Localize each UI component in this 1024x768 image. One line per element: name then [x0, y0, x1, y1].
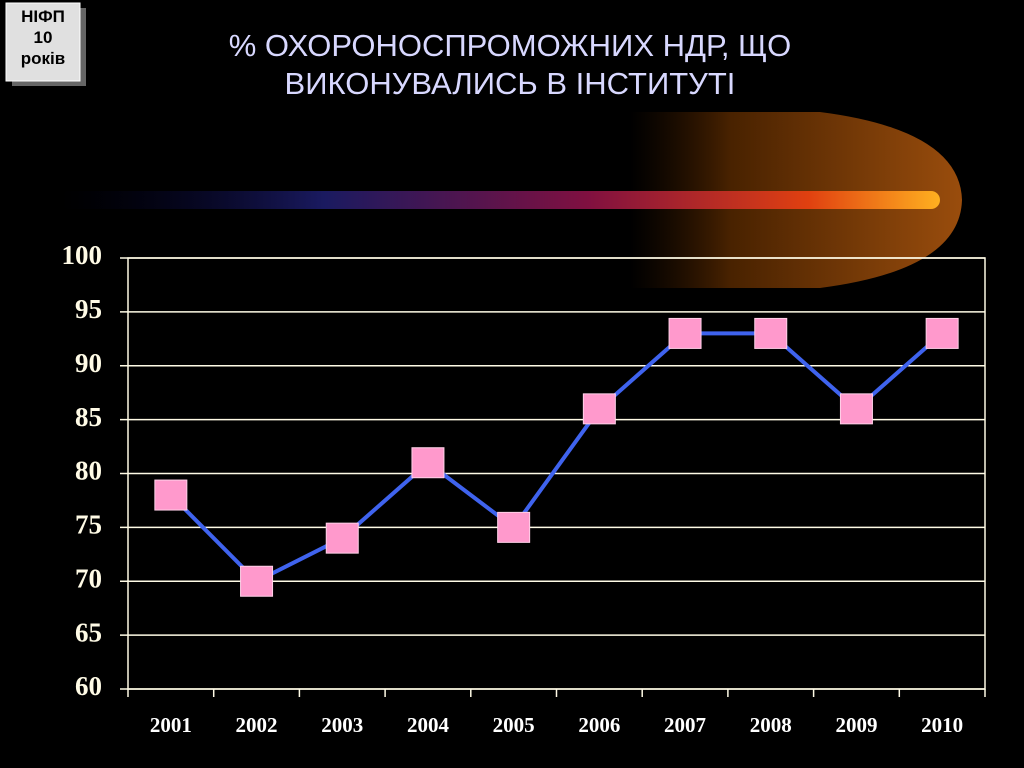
marker — [240, 565, 274, 597]
chart-title: ВИКОНУВАЛИСЬ В ІНСТИТУТІ — [285, 66, 736, 101]
marker — [411, 447, 445, 479]
badge-line: 10 — [34, 28, 53, 47]
x-tick-label: 2003 — [321, 713, 363, 737]
y-tick-label: 60 — [75, 671, 102, 701]
marker — [925, 317, 959, 349]
marker — [754, 317, 788, 349]
x-tick-label: 2008 — [750, 713, 792, 737]
y-tick-label: 80 — [75, 456, 102, 486]
y-tick-label: 75 — [75, 510, 102, 540]
x-tick-label: 2001 — [150, 713, 192, 737]
x-tick-label: 2004 — [407, 713, 450, 737]
comet-tail — [60, 191, 940, 209]
x-tick-label: 2009 — [835, 713, 877, 737]
plot: 60 65 70 75 80 85 90 95 100 2001 2002 2003 2004 2005 2… — [62, 240, 986, 737]
marker — [582, 393, 616, 425]
badge-line: років — [21, 49, 65, 68]
x-tick-label: 2002 — [236, 713, 278, 737]
badge-line: НІФП — [21, 7, 65, 26]
marker — [497, 511, 531, 543]
marker — [325, 522, 359, 554]
x-tick-label: 2005 — [493, 713, 535, 737]
y-tick-label: 90 — [75, 348, 102, 378]
y-tick-label: 95 — [75, 294, 102, 324]
y-tick-label: 70 — [75, 563, 102, 593]
marker — [839, 393, 873, 425]
x-tick-label: 2006 — [578, 713, 620, 737]
x-tick-label: 2007 — [664, 713, 706, 737]
y-tick-label: 100 — [62, 240, 103, 270]
marker — [154, 479, 188, 511]
y-tick-label: 65 — [75, 617, 102, 647]
series-line — [169, 331, 944, 584]
badge — [5, 2, 81, 82]
x-tick-label: 2010 — [921, 713, 963, 737]
y-tick-label: 85 — [75, 402, 102, 432]
marker — [668, 317, 702, 349]
chart-title: % ОХОРОНОСПРОМОЖНИХ НДР, ЩО — [229, 28, 791, 63]
